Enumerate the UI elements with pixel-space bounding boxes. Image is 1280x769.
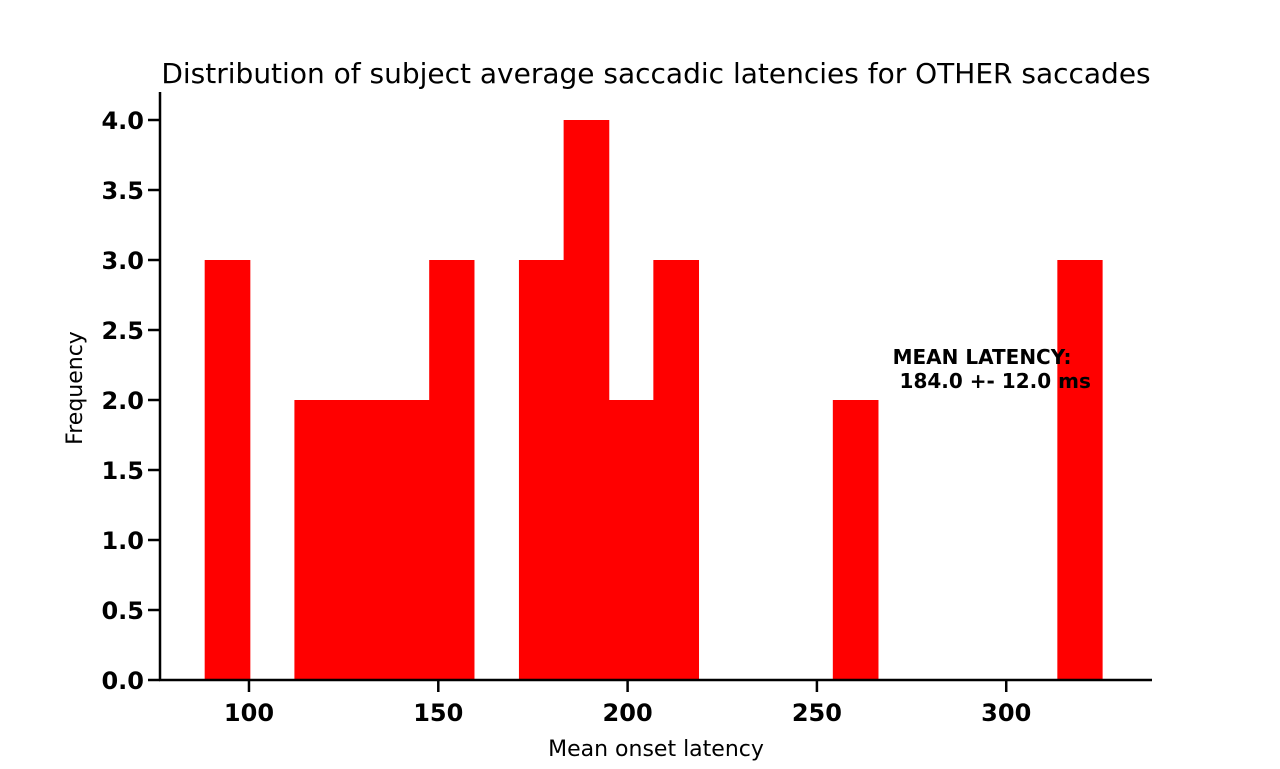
y-tick-label: 3.5 (101, 177, 144, 205)
mean-latency-annotation-label: MEAN LATENCY: (893, 345, 1072, 369)
histogram-bar (518, 260, 565, 680)
histogram-bar (608, 400, 654, 680)
y-tick-label: 1.0 (101, 527, 144, 555)
histogram-bar (339, 400, 385, 680)
axes-layer: 0.0 0.5 1.0 1.5 2.0 2.5 3.0 3.5 4.0 100 150 200 250 3… (101, 92, 1152, 727)
y-tick-label: 0.0 (101, 667, 144, 695)
x-tick-label: 150 (413, 699, 463, 727)
y-tick-label: 4.0 (101, 107, 144, 135)
bars-layer (204, 120, 1103, 680)
histogram-bar (294, 400, 341, 680)
histogram-bar (204, 260, 251, 680)
histogram-bar (429, 260, 475, 680)
y-tick-label: 3.0 (101, 247, 144, 275)
x-tick-label: 100 (224, 699, 274, 727)
histogram-bar (832, 400, 879, 680)
mean-latency-annotation-value: 184.0 +- 12.0 ms (893, 369, 1091, 393)
x-axis-title: Mean onset latency (548, 737, 764, 762)
x-tick-label: 200 (603, 699, 653, 727)
y-tick-label: 0.5 (101, 597, 144, 625)
y-tick-label: 2.5 (101, 317, 144, 345)
y-tick-label: 2.0 (101, 387, 144, 415)
x-tick-label: 250 (792, 699, 842, 727)
histogram-bar (384, 400, 430, 680)
histogram-bar (1057, 260, 1103, 680)
histogram-bar (563, 120, 610, 680)
y-tick-label: 1.5 (101, 457, 144, 485)
y-axis-title: Frequency (63, 331, 88, 445)
histogram-bar (653, 260, 700, 680)
x-tick-label: 300 (981, 699, 1031, 727)
chart-title: Distribution of subject average saccadic… (161, 57, 1150, 90)
